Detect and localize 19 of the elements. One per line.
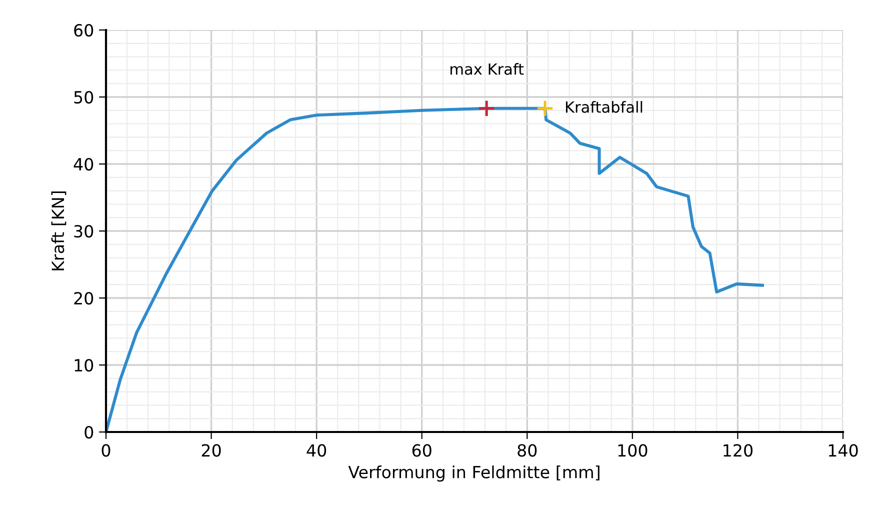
y-tick-label: 60	[74, 24, 94, 37]
y-axis-title: Kraft [KN]	[51, 192, 66, 270]
y-tick-label: 10	[74, 358, 94, 372]
annotation: Kraftabfall	[566, 100, 642, 113]
y-tick-label: 30	[74, 224, 94, 238]
x-axis-title: Verformung in Feldmitte [mm]	[348, 465, 600, 482]
x-tick-label: 120	[724, 444, 753, 457]
y-tick-label: 0	[84, 426, 94, 439]
annotation: max Kraft	[450, 63, 524, 75]
y-tick-label: 50	[74, 90, 94, 104]
x-tick-label: 0	[102, 444, 110, 457]
x-tick-label: 20	[202, 444, 221, 457]
x-tick-label: 80	[518, 444, 537, 457]
x-tick-label: 140	[828, 444, 858, 457]
x-tick-label: 100	[618, 444, 648, 457]
y-tick-label: 40	[74, 158, 94, 171]
x-tick-label: 60	[412, 444, 432, 457]
y-tick-label: 20	[74, 292, 94, 305]
x-tick-label: 40	[306, 444, 326, 457]
